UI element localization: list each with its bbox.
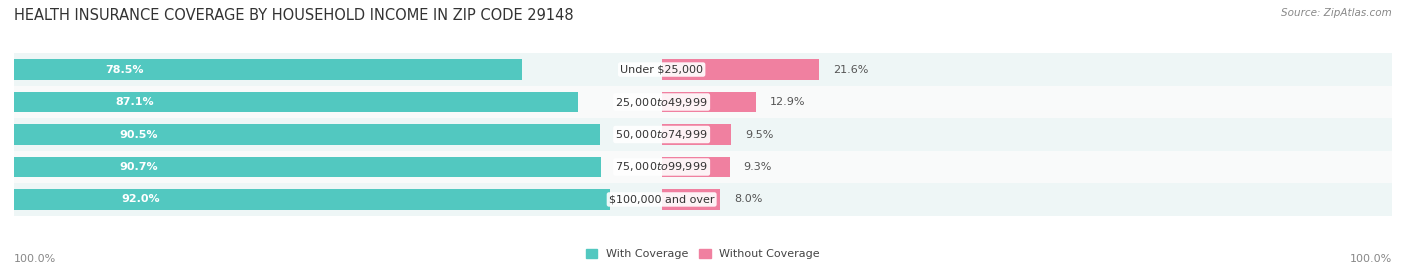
Text: $50,000 to $74,999: $50,000 to $74,999 <box>616 128 707 141</box>
Bar <box>14 183 1392 216</box>
Text: $100,000 and over: $100,000 and over <box>609 194 714 204</box>
Text: 90.5%: 90.5% <box>120 129 157 140</box>
Bar <box>14 151 1392 183</box>
Bar <box>662 157 730 177</box>
Text: 90.7%: 90.7% <box>120 162 159 172</box>
Text: 100.0%: 100.0% <box>1350 254 1392 264</box>
Text: 8.0%: 8.0% <box>734 194 762 204</box>
Text: 9.5%: 9.5% <box>745 129 773 140</box>
Text: Under $25,000: Under $25,000 <box>620 65 703 75</box>
Bar <box>14 92 578 112</box>
Bar <box>14 53 1392 86</box>
Legend: With Coverage, Without Coverage: With Coverage, Without Coverage <box>582 244 824 263</box>
Bar <box>662 59 820 80</box>
Text: $75,000 to $99,999: $75,000 to $99,999 <box>616 161 707 174</box>
Text: 92.0%: 92.0% <box>121 194 160 204</box>
Bar <box>14 157 602 177</box>
Bar <box>14 59 523 80</box>
Text: $25,000 to $49,999: $25,000 to $49,999 <box>616 95 707 108</box>
Text: Source: ZipAtlas.com: Source: ZipAtlas.com <box>1281 8 1392 18</box>
Text: 87.1%: 87.1% <box>115 97 155 107</box>
Bar <box>14 118 1392 151</box>
Bar <box>662 125 731 144</box>
Bar <box>14 125 600 144</box>
Text: 78.5%: 78.5% <box>105 65 143 75</box>
Text: 21.6%: 21.6% <box>834 65 869 75</box>
Bar <box>14 189 610 210</box>
Text: 12.9%: 12.9% <box>769 97 806 107</box>
Bar <box>662 92 756 112</box>
Bar <box>662 189 720 210</box>
Text: 100.0%: 100.0% <box>14 254 56 264</box>
Text: HEALTH INSURANCE COVERAGE BY HOUSEHOLD INCOME IN ZIP CODE 29148: HEALTH INSURANCE COVERAGE BY HOUSEHOLD I… <box>14 8 574 23</box>
Text: 9.3%: 9.3% <box>744 162 772 172</box>
Bar <box>14 86 1392 118</box>
